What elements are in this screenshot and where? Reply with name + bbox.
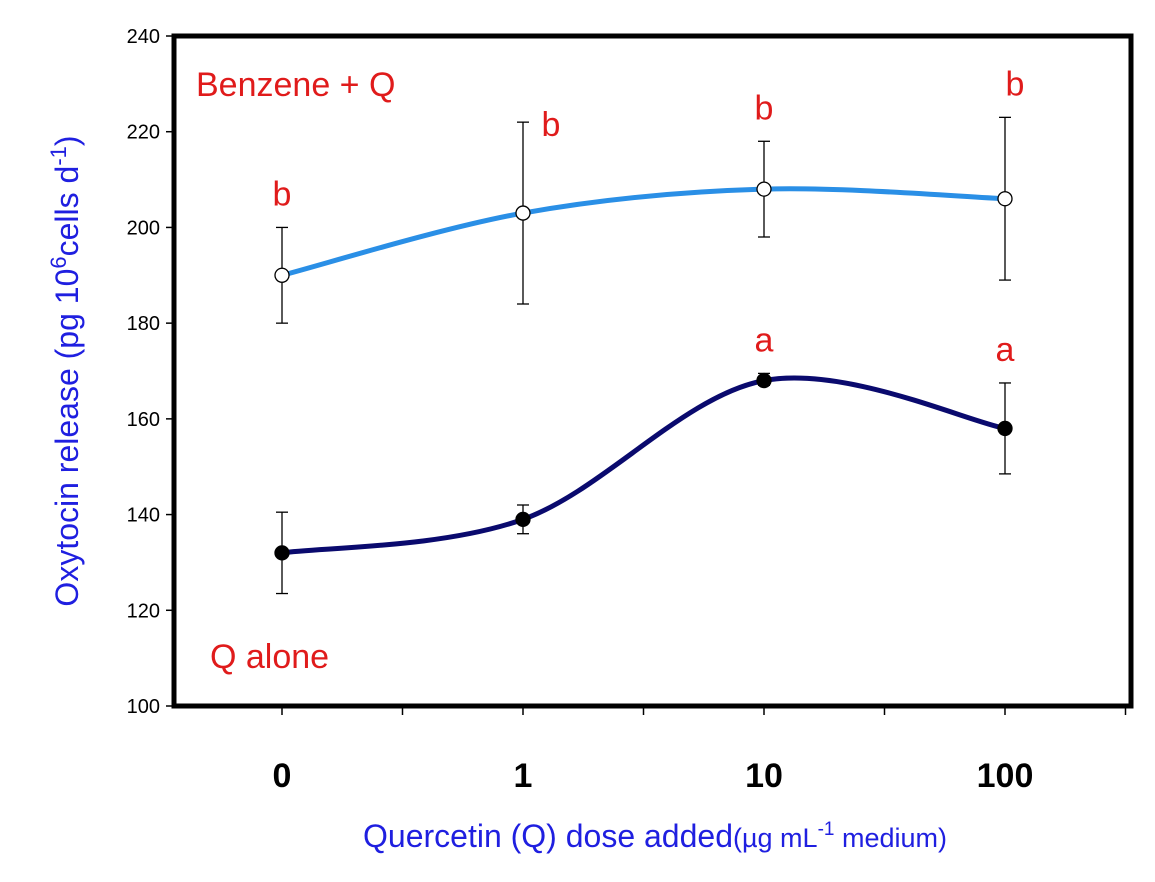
significance-label: b: [1006, 65, 1025, 103]
y-label-mid: cells d: [49, 166, 85, 257]
x-axis-label: Quercetin (Q) dose added(µg mL-1 medium): [363, 818, 947, 854]
significance-label: a: [755, 321, 774, 359]
x-label-unit-sup: -1: [818, 819, 835, 840]
x-tick-label-1: 1: [514, 757, 533, 795]
y-tick-label: 120: [127, 600, 160, 622]
y-tick-label: 160: [127, 409, 160, 431]
y-axis-label: Oxytocin release (pg 106cells d-1): [46, 135, 85, 606]
x-tick-label-10: 10: [745, 757, 783, 795]
data-point: [756, 181, 772, 197]
data-point: [997, 420, 1013, 437]
y-tick-label: 140: [127, 505, 160, 527]
series-benzene-q: b b b b: [273, 65, 1025, 324]
y-label-sup1: 6: [46, 256, 71, 268]
data-point: [515, 205, 531, 221]
x-tick-label-0: 0: [273, 757, 292, 795]
significance-label: b: [542, 106, 561, 144]
x-label-main: Quercetin (Q) dose added: [363, 818, 733, 854]
y-tick-label: 240: [127, 26, 160, 48]
y-label-main: Oxytocin release (pg 10: [49, 269, 85, 607]
y-axis-ticks: 100 120 140 160 180 200 220 240: [127, 26, 174, 718]
x-axis-ticks: 0 1 10 100: [273, 706, 1127, 795]
series-line: [279, 375, 1008, 556]
data-point: [274, 545, 290, 561]
x-label-unit-b: medium): [834, 823, 947, 853]
plot-frame: [171, 33, 1134, 709]
y-tick-label: 180: [127, 313, 160, 335]
significance-label: b: [273, 175, 292, 213]
legend-q-alone: Q alone: [210, 638, 329, 676]
data-point: [515, 511, 531, 528]
data-point: [274, 267, 290, 283]
series-line: [279, 186, 1008, 278]
data-point: [756, 372, 772, 389]
y-label-sup2: -1: [46, 146, 71, 166]
y-tick-label: 220: [127, 122, 160, 144]
significance-label: a: [996, 331, 1015, 369]
series-layer: bb bba a: [273, 65, 1025, 595]
y-label-end: ): [49, 135, 85, 146]
y-tick-label: 100: [127, 696, 160, 718]
data-point: [997, 191, 1013, 207]
x-label-unit-a: (µg mL: [733, 823, 818, 853]
legend-benzene-q: Benzene + Q: [196, 66, 395, 104]
x-tick-label-100: 100: [977, 757, 1034, 795]
y-tick-label: 200: [127, 217, 160, 239]
significance-label: b: [755, 89, 774, 127]
